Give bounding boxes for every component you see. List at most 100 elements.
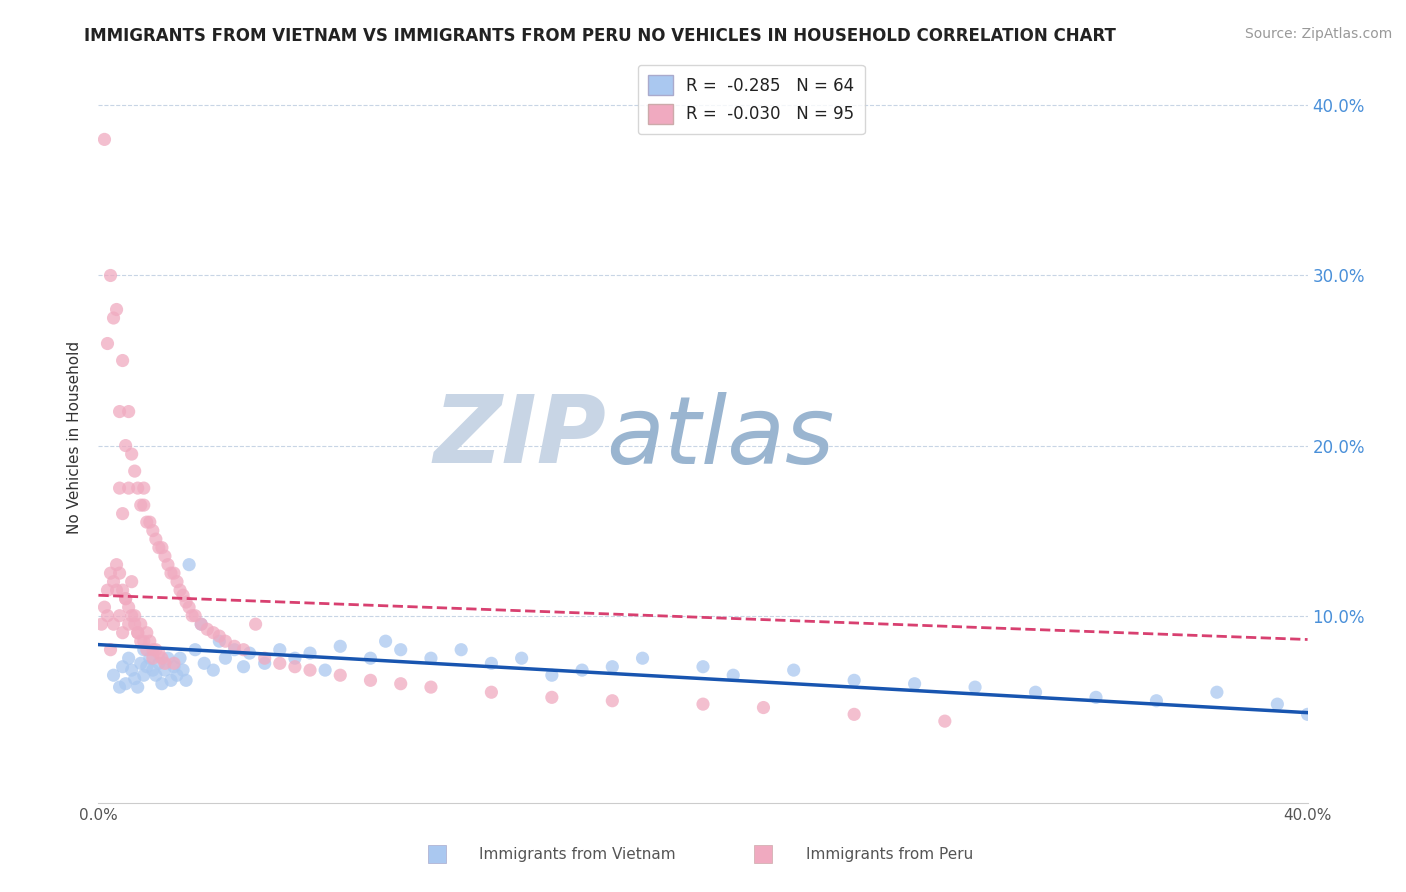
Point	[1206, 685, 1229, 699]
Point	[114, 591, 136, 606]
Point	[156, 558, 179, 572]
Point	[224, 640, 246, 654]
Point	[602, 694, 624, 708]
Point	[105, 558, 128, 572]
Text: ZIP: ZIP	[433, 391, 606, 483]
Point	[114, 591, 136, 606]
Point	[1296, 707, 1319, 722]
Text: IMMIGRANTS FROM VIETNAM VS IMMIGRANTS FROM PERU NO VEHICLES IN HOUSEHOLD CORRELA: IMMIGRANTS FROM VIETNAM VS IMMIGRANTS FR…	[84, 27, 1116, 45]
Point	[510, 651, 533, 665]
Point	[93, 600, 115, 615]
Point	[934, 714, 956, 728]
Point	[111, 625, 134, 640]
Point	[153, 657, 176, 671]
Point	[389, 642, 412, 657]
Point	[692, 659, 714, 673]
Point	[93, 132, 115, 146]
Point	[284, 651, 307, 665]
Point	[127, 481, 149, 495]
Point	[118, 651, 141, 665]
Point	[145, 668, 167, 682]
Point	[208, 634, 231, 648]
Point	[169, 651, 191, 665]
Point	[96, 336, 118, 351]
Point	[329, 668, 352, 682]
Point	[124, 464, 146, 478]
Point	[150, 541, 173, 555]
Point	[121, 608, 143, 623]
Point	[139, 634, 162, 648]
Point	[420, 680, 443, 694]
Point	[129, 498, 152, 512]
Point	[269, 657, 291, 671]
Point	[108, 481, 131, 495]
Point	[100, 566, 122, 581]
Point	[284, 659, 307, 673]
Point	[174, 673, 197, 688]
Point	[111, 583, 134, 598]
Point	[124, 617, 146, 632]
Point	[148, 541, 170, 555]
Point	[602, 659, 624, 673]
Point	[103, 617, 125, 632]
Point	[202, 663, 225, 677]
Point	[103, 668, 125, 682]
Point	[692, 697, 714, 711]
Point	[190, 617, 212, 632]
Point	[150, 677, 173, 691]
Legend: R =  -0.285   N = 64, R =  -0.030   N = 95: R = -0.285 N = 64, R = -0.030 N = 95	[638, 65, 865, 134]
Point	[481, 685, 503, 699]
Point	[111, 659, 134, 673]
Point	[181, 608, 204, 623]
Point	[129, 617, 152, 632]
Point	[224, 642, 246, 657]
Point	[127, 680, 149, 694]
Point	[163, 659, 186, 673]
Point	[108, 680, 131, 694]
Point	[111, 507, 134, 521]
Point	[1085, 690, 1108, 705]
Point	[179, 558, 201, 572]
Point	[571, 663, 593, 677]
Point	[142, 663, 165, 677]
Point	[132, 642, 155, 657]
Point	[90, 617, 112, 632]
Y-axis label: No Vehicles in Household: No Vehicles in Household	[67, 341, 83, 533]
Point	[124, 608, 146, 623]
Point	[153, 663, 176, 677]
Point	[156, 651, 179, 665]
Point	[121, 574, 143, 589]
Point	[132, 481, 155, 495]
Point	[965, 680, 987, 694]
Point	[160, 673, 183, 688]
Point	[844, 673, 866, 688]
Point	[314, 663, 336, 677]
Point	[118, 617, 141, 632]
Point	[269, 642, 291, 657]
Point	[904, 677, 927, 691]
Point	[111, 353, 134, 368]
Point	[783, 663, 806, 677]
Point	[193, 657, 215, 671]
Point	[163, 566, 186, 581]
Point	[105, 302, 128, 317]
Point	[96, 608, 118, 623]
Point	[1267, 697, 1289, 711]
Point	[148, 657, 170, 671]
Point	[135, 659, 157, 673]
Point	[124, 672, 146, 686]
Point	[172, 588, 194, 602]
Point	[329, 640, 352, 654]
Point	[103, 574, 125, 589]
Point	[184, 642, 207, 657]
Point	[129, 657, 152, 671]
Point	[121, 447, 143, 461]
Point	[108, 608, 131, 623]
Point	[1144, 694, 1167, 708]
Point	[389, 677, 412, 691]
Point	[135, 642, 157, 657]
Point	[232, 642, 254, 657]
Point	[179, 600, 201, 615]
Point	[723, 668, 745, 682]
Point	[540, 668, 562, 682]
